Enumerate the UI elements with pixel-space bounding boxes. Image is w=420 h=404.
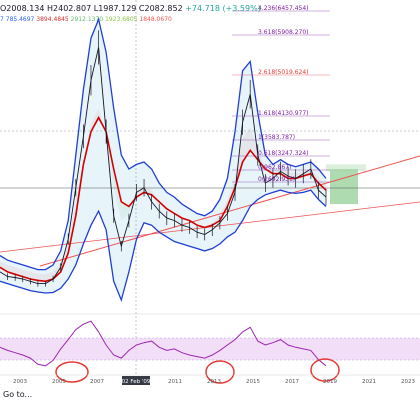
x-axis-tick-label: 2021 (362, 379, 376, 385)
x-axis-tick-label: 2015 (246, 379, 260, 385)
indicator-value: 2912.1370 (68, 16, 104, 23)
rsi-line (0, 320, 327, 367)
indicator-values: 7 785.4697 3894.4845 2912.1370 1923.6805… (0, 16, 172, 23)
highlight-circle (310, 358, 340, 382)
x-axis-tick-label: 2017 (285, 379, 299, 385)
indicator-value: 3894.4845 (36, 16, 69, 23)
fib-level-label: 2.618(5019.624) (258, 69, 309, 76)
indicator-value: 1923.6805 (103, 16, 138, 23)
highlight-circle (205, 360, 235, 384)
bollinger-band-fill (0, 19, 326, 301)
price-line-series (0, 47, 327, 285)
indicator-prefix: 7 (0, 16, 4, 23)
ohlc-change: +74.718 (+3.59%) (185, 4, 261, 13)
projected-cloud (326, 164, 366, 172)
fib-level-label: 4.236(6457.454) (258, 5, 309, 12)
cursor-date-box (122, 376, 150, 385)
highlight-circle (55, 361, 89, 383)
indicator-value: 785.4697 (5, 16, 37, 23)
x-axis-tick-label: 2023 (401, 379, 415, 385)
fib-level-label: 1.618(4130.977) (258, 110, 309, 117)
rsi-band (0, 338, 420, 360)
fib-level-label: 1(3583.787) (258, 134, 295, 141)
bollinger-lower-line (0, 189, 327, 303)
bollinger-upper-line (0, 17, 327, 271)
fib-level-label: 3.618(5908.270) (258, 29, 309, 36)
x-axis-tick-label: 2005 (52, 379, 66, 385)
ohlc-values: O2008.134 H2402.807 L1987.129 C2082.852 (0, 4, 183, 13)
fib-level-label: 0(2692.931) (258, 176, 295, 183)
ohlc-legend: O2008.134 H2402.807 L1987.129 C2082.852 … (0, 4, 261, 13)
indicator-value: 1848.0670 (137, 16, 172, 23)
x-axis-tick-label: 2007 (90, 379, 104, 385)
projection-box (330, 169, 358, 205)
fib-level-label: 0.618(3247.324) (258, 150, 309, 157)
trendline-upper (39, 155, 420, 267)
x-axis-tick-label: 2013 (207, 379, 221, 385)
x-axis-tick-label: 2003 (13, 379, 27, 385)
cursor-date-label: 02 Feb '09 (122, 379, 151, 385)
goto-date-button[interactable]: Go to... (3, 390, 33, 399)
x-axis-tick-label: 2019 (323, 379, 337, 385)
x-axis-tick-label: 2011 (168, 379, 182, 385)
fib-level-label: (2962.867) (258, 164, 291, 171)
